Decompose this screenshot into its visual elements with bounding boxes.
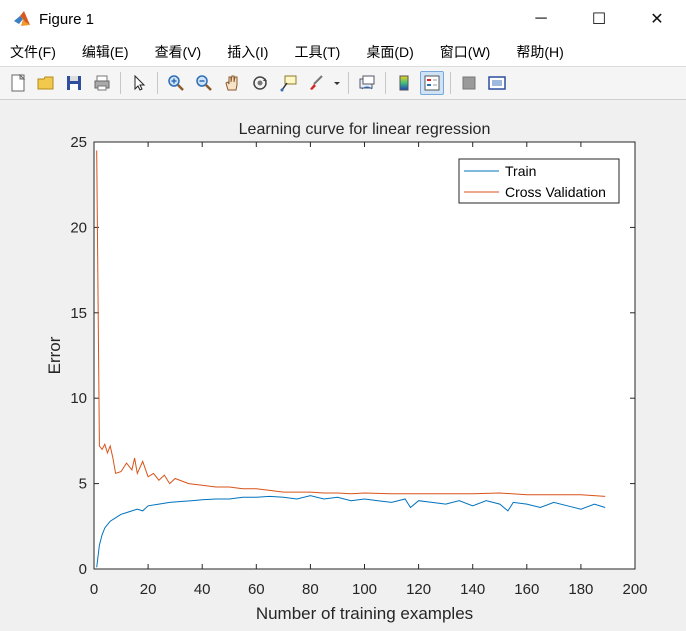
x-tick-label: 160: [514, 581, 539, 598]
title-bar: Figure 1 ─ ☐ ✕: [0, 0, 686, 38]
zoom-in-icon[interactable]: [164, 71, 188, 95]
legend-box: [458, 158, 620, 204]
y-tick-label: 10: [70, 390, 87, 407]
series-line-train: [96, 495, 606, 568]
data-cursor-icon[interactable]: [276, 71, 300, 95]
toolbar-separator: [348, 72, 349, 94]
legend[interactable]: Train Cross Validation: [458, 158, 620, 204]
window-controls: ─ ☐ ✕: [512, 0, 686, 38]
x-tick-label: 60: [248, 581, 265, 598]
x-tick-label: 120: [406, 581, 431, 598]
x-tick-label: 140: [460, 581, 485, 598]
pan-hand-icon[interactable]: [220, 71, 244, 95]
minimize-button[interactable]: ─: [535, 10, 547, 27]
new-figure-icon[interactable]: [6, 71, 30, 95]
x-tick-label: 200: [622, 581, 647, 598]
chart-title: Learning curve for linear regression: [239, 121, 491, 138]
tick-layer: 0 20 40 60 80 100 120 140 160 180 200 0 5 10 15 20 25: [70, 134, 647, 598]
hide-plot-tools-icon[interactable]: [457, 71, 481, 95]
x-tick-label: 80: [302, 581, 319, 598]
chart-svg: 0 20 40 60 80 100 120 140 160 180 200 0 5 10 15 20 25 Le…: [45, 121, 648, 623]
zoom-out-icon[interactable]: [192, 71, 216, 95]
menu-edit[interactable]: 编辑(E): [81, 44, 129, 60]
show-plot-tools-icon[interactable]: [485, 71, 509, 95]
toolbar-separator: [450, 72, 451, 94]
menu-tools[interactable]: 工具(T): [294, 44, 341, 60]
dropdown-arrow-icon[interactable]: [332, 71, 342, 95]
colorbar-icon[interactable]: [392, 71, 416, 95]
brush-icon[interactable]: [304, 71, 328, 95]
close-button[interactable]: ✕: [650, 11, 664, 28]
y-axis-label: Error: [45, 336, 64, 374]
rotate-3d-icon[interactable]: [248, 71, 272, 95]
x-tick-label: 40: [194, 581, 211, 598]
menu-insert[interactable]: 插入(I): [227, 44, 269, 60]
toolbar-separator: [157, 72, 158, 94]
x-tick-label: 20: [140, 581, 157, 598]
series-line-cross-validation: [96, 150, 606, 497]
y-tick-label: 0: [79, 561, 87, 578]
legend-label-cross-validation: Cross Validation: [505, 184, 606, 200]
x-tick-label: 180: [568, 581, 593, 598]
legend-label-train: Train: [505, 163, 536, 179]
menu-bar: 文件(F) 编辑(E) 查看(V) 插入(I) 工具(T) 桌面(D) 窗口(W…: [0, 38, 686, 66]
open-file-icon[interactable]: [34, 71, 58, 95]
menu-file[interactable]: 文件(F): [10, 44, 56, 60]
x-axis-label: Number of training examples: [256, 604, 473, 623]
menu-window[interactable]: 窗口(W): [439, 44, 491, 60]
menu-desktop[interactable]: 桌面(D): [366, 44, 414, 60]
maximize-button[interactable]: ☐: [591, 11, 607, 28]
matlab-logo-icon: [13, 10, 31, 28]
series-layer: [96, 150, 606, 568]
x-tick-label: 0: [90, 581, 98, 598]
pointer-icon[interactable]: [127, 71, 151, 95]
y-tick-label: 5: [79, 476, 87, 493]
axes-background: [93, 141, 636, 570]
link-plot-icon[interactable]: [355, 71, 379, 95]
menu-view[interactable]: 查看(V): [154, 44, 202, 60]
x-tick-label: 100: [352, 581, 377, 598]
y-tick-label: 25: [70, 134, 87, 151]
menu-help[interactable]: 帮助(H): [516, 44, 564, 60]
window-title: Figure 1: [39, 10, 95, 28]
legend-icon[interactable]: [420, 71, 444, 95]
save-icon[interactable]: [62, 71, 86, 95]
toolbar-separator: [120, 72, 121, 94]
y-tick-label: 20: [70, 219, 87, 236]
figure-toolbar: [0, 66, 686, 100]
toolbar-separator: [385, 72, 386, 94]
print-icon[interactable]: [90, 71, 114, 95]
y-tick-label: 15: [70, 305, 87, 322]
figure-canvas[interactable]: 0 20 40 60 80 100 120 140 160 180 200 0 5 10 15 20 25 Le…: [0, 101, 686, 626]
